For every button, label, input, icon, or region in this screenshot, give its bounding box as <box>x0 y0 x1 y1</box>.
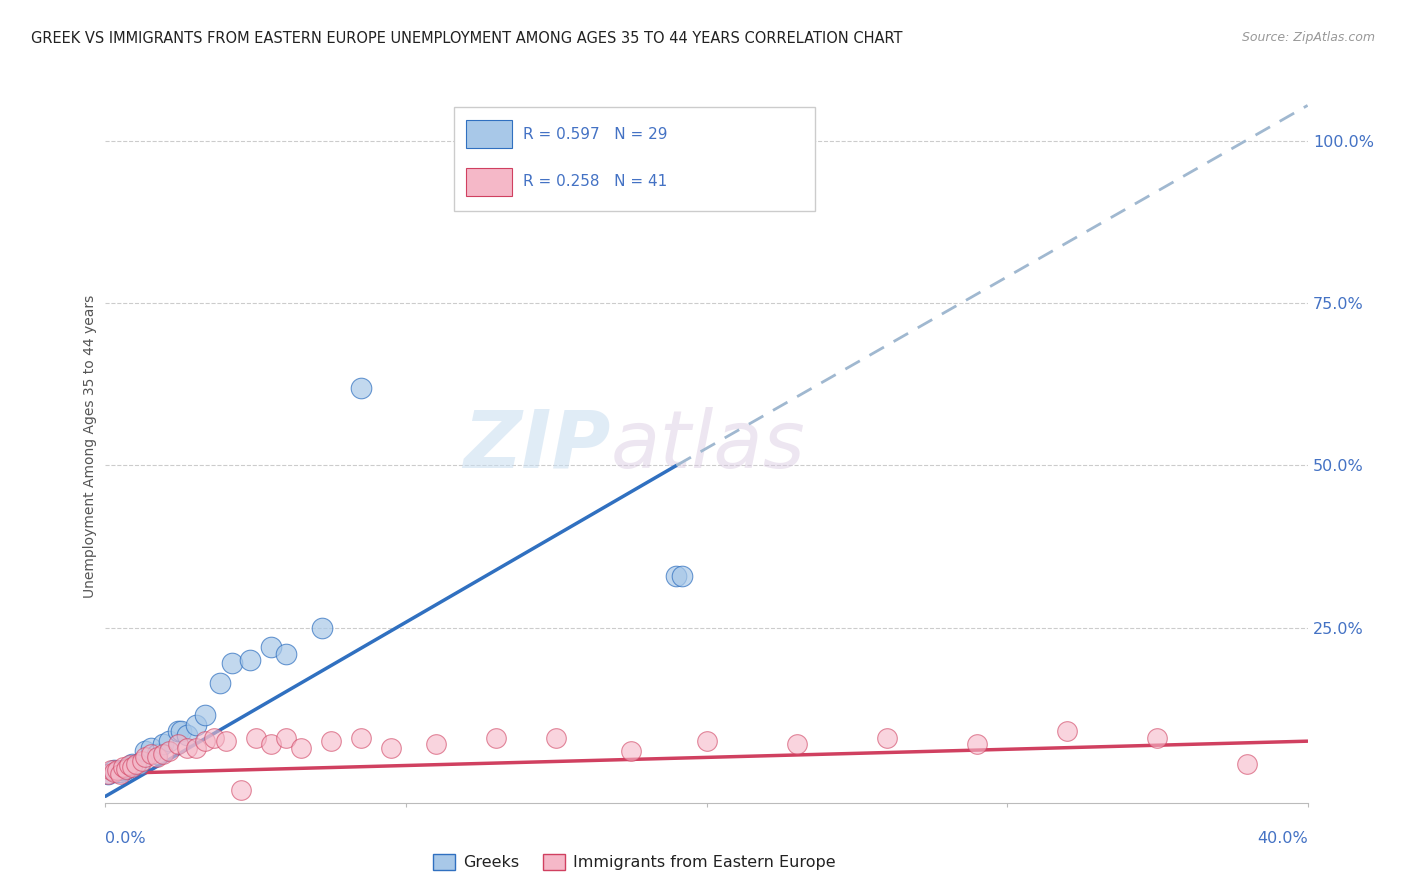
Point <box>350 381 373 395</box>
Point <box>115 762 138 776</box>
Point <box>208 675 231 690</box>
Point <box>157 744 180 758</box>
Point <box>166 724 188 739</box>
Point <box>134 744 156 758</box>
Point <box>118 758 141 772</box>
Point <box>485 731 508 745</box>
Point <box>97 766 120 780</box>
Point <box>546 731 568 745</box>
Point <box>152 747 174 761</box>
Point <box>103 764 125 778</box>
Point <box>166 738 188 752</box>
Point <box>112 764 135 778</box>
Text: R = 0.258   N = 41: R = 0.258 N = 41 <box>523 175 666 189</box>
Point <box>260 640 283 654</box>
Point <box>176 740 198 755</box>
Point <box>157 734 180 748</box>
FancyBboxPatch shape <box>465 168 512 196</box>
Point <box>966 738 988 752</box>
Point <box>1236 756 1258 771</box>
Text: R = 0.597   N = 29: R = 0.597 N = 29 <box>523 127 666 142</box>
Point <box>665 568 688 582</box>
Point <box>425 738 447 752</box>
Point <box>110 764 132 779</box>
FancyBboxPatch shape <box>465 120 512 148</box>
Point <box>184 740 207 755</box>
Point <box>311 621 333 635</box>
Point <box>124 758 146 772</box>
Point <box>139 747 162 761</box>
Point <box>202 731 225 745</box>
Point <box>121 756 143 771</box>
Point <box>128 756 150 771</box>
Point <box>139 740 162 755</box>
Point <box>100 764 122 778</box>
Point <box>696 734 718 748</box>
Point <box>145 747 167 761</box>
Point <box>118 760 141 774</box>
Text: GREEK VS IMMIGRANTS FROM EASTERN EUROPE UNEMPLOYMENT AMONG AGES 35 TO 44 YEARS C: GREEK VS IMMIGRANTS FROM EASTERN EUROPE … <box>31 31 903 46</box>
Text: ZIP: ZIP <box>463 407 610 485</box>
Point <box>194 708 217 723</box>
Point <box>380 740 402 755</box>
Point <box>229 782 252 797</box>
Point <box>214 734 236 748</box>
Point <box>620 744 643 758</box>
Point <box>221 657 243 671</box>
Point <box>176 728 198 742</box>
Point <box>260 738 283 752</box>
Point <box>131 754 153 768</box>
Point <box>107 764 129 778</box>
Point <box>112 760 135 774</box>
Text: atlas: atlas <box>610 407 806 485</box>
Point <box>671 568 693 582</box>
Y-axis label: Unemployment Among Ages 35 to 44 years: Unemployment Among Ages 35 to 44 years <box>83 294 97 598</box>
Point <box>169 724 191 739</box>
Point <box>110 766 132 780</box>
Point <box>350 731 373 745</box>
Point <box>274 647 297 661</box>
Point <box>152 738 174 752</box>
Point <box>134 750 156 764</box>
Point <box>245 731 267 745</box>
Point <box>239 653 262 667</box>
Point <box>97 766 120 780</box>
Legend: Greeks, Immigrants from Eastern Europe: Greeks, Immigrants from Eastern Europe <box>426 848 842 877</box>
Point <box>103 764 125 779</box>
Point <box>876 731 898 745</box>
Point <box>107 764 129 779</box>
Point <box>121 760 143 774</box>
Point <box>115 762 138 776</box>
Text: 40.0%: 40.0% <box>1257 831 1308 846</box>
FancyBboxPatch shape <box>454 107 814 211</box>
Point <box>274 731 297 745</box>
Point <box>319 734 342 748</box>
Point <box>1146 731 1168 745</box>
Text: 0.0%: 0.0% <box>105 831 146 846</box>
Text: Source: ZipAtlas.com: Source: ZipAtlas.com <box>1241 31 1375 45</box>
Point <box>194 734 217 748</box>
Point <box>290 740 312 755</box>
Point <box>145 750 167 764</box>
Point <box>124 756 146 771</box>
Point <box>184 718 207 732</box>
Point <box>786 738 808 752</box>
Point <box>1056 724 1078 739</box>
